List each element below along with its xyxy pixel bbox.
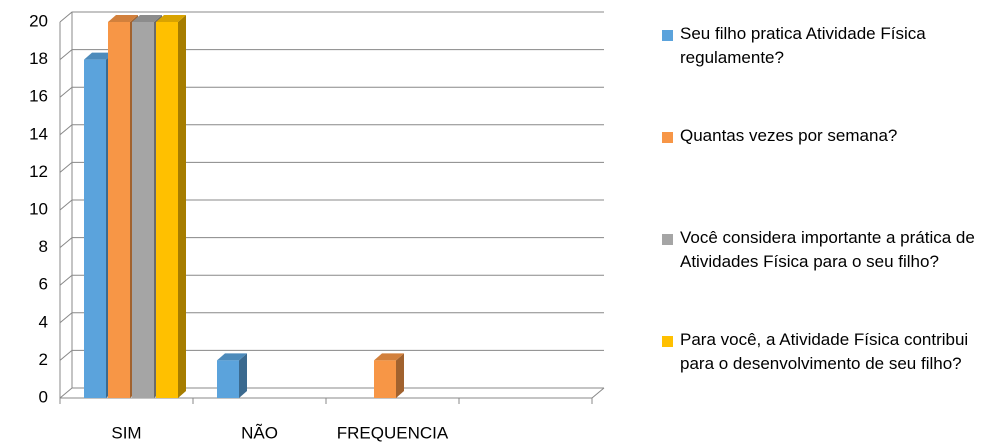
- bar: [374, 353, 404, 398]
- grid-line: [59, 86, 604, 98]
- bar-top: [217, 353, 247, 361]
- legend-entry: Seu filho pratica Atividade Física regul…: [660, 22, 980, 124]
- bar-front: [374, 360, 396, 398]
- y-tick-label: 2: [39, 350, 48, 369]
- bar-top: [156, 15, 186, 22]
- grid-line: [59, 237, 604, 248]
- y-tick-label: 10: [29, 199, 48, 218]
- y-tick-label: 16: [29, 87, 48, 106]
- grid-line: [59, 349, 604, 361]
- bar-front: [84, 59, 106, 398]
- legend-entry: Para você, a Atividade Física contribui …: [660, 328, 980, 430]
- bar-side: [239, 353, 247, 398]
- legend: Seu filho pratica Atividade Física regul…: [660, 22, 980, 430]
- y-tick-label: 0: [39, 387, 48, 406]
- grid-line: [59, 312, 604, 324]
- y-tick-label: 20: [29, 11, 48, 30]
- plot: 0 2 4 6 8 10 12 14 16 18 20 SIM NÃO FREQUENCIA: [29, 11, 605, 442]
- grid-line: [59, 49, 604, 60]
- y-tick-label: 4: [39, 312, 48, 331]
- bar-top: [108, 15, 138, 22]
- bar-side: [396, 353, 404, 398]
- grid-line: [59, 161, 604, 173]
- bar-side: [178, 15, 186, 398]
- x-tick-label: FREQUENCIA: [337, 423, 449, 442]
- y-tick-label: 18: [29, 49, 48, 68]
- bar: [156, 15, 186, 398]
- legend-label: Você considera importante a prática de A…: [680, 228, 975, 271]
- grid-line: [59, 124, 604, 136]
- legend-label: Seu filho pratica Atividade Física regul…: [680, 24, 926, 67]
- legend-label: Para você, a Atividade Física contribui …: [680, 330, 969, 373]
- legend-label: Quantas vezes por semana?: [680, 126, 898, 145]
- y-tick-label: 8: [39, 237, 48, 256]
- legend-swatch: [662, 234, 673, 245]
- legend-swatch: [662, 30, 673, 41]
- bar-top: [132, 15, 162, 22]
- bar: [217, 353, 247, 398]
- grid-line: [59, 274, 604, 286]
- y-tick-label: 12: [29, 162, 48, 181]
- bar-top: [374, 353, 404, 361]
- grid-line: [59, 11, 604, 23]
- bar-front: [108, 22, 130, 398]
- x-tick-label: NÃO: [241, 423, 278, 442]
- grid-line: [59, 199, 604, 211]
- bar-top: [84, 52, 114, 60]
- grid-line: [59, 387, 604, 399]
- legend-swatch: [662, 336, 673, 347]
- y-tick-label: 14: [29, 124, 48, 143]
- bar-front: [217, 360, 239, 398]
- y-tick-label: 6: [39, 275, 48, 294]
- legend-entry: Quantas vezes por semana?: [660, 124, 980, 226]
- bar-front: [132, 22, 154, 398]
- bar-front: [156, 22, 178, 398]
- legend-swatch: [662, 132, 673, 143]
- legend-entry: Você considera importante a prática de A…: [660, 226, 980, 328]
- x-tick-label: SIM: [111, 423, 141, 442]
